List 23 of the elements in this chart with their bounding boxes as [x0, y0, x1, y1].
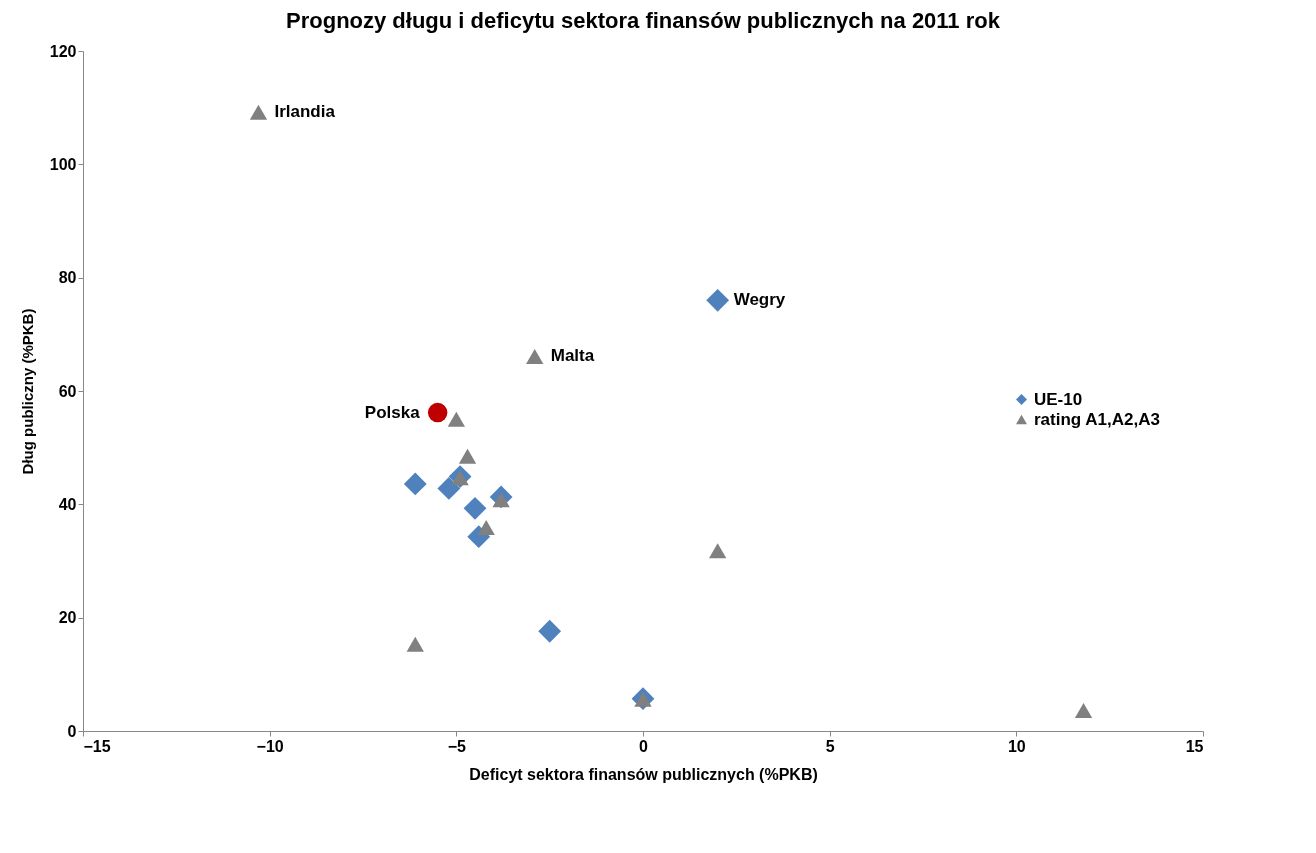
x-tick-label: 15: [1185, 737, 1204, 755]
x-tick-label: −15: [83, 737, 111, 755]
y-tick-label: 0: [67, 722, 77, 740]
y-tick-label: 40: [58, 495, 77, 513]
chart-title: Prognozy długu i deficytu sektora finansów publicznych na 2011 rok: [286, 8, 1001, 33]
y-tick-label: 20: [58, 609, 77, 627]
y-tick-label: 60: [58, 382, 77, 400]
x-axis-title: Deficyt sektora finansów publicznych (%PKB): [469, 765, 818, 783]
x-tick-label: 10: [1007, 737, 1026, 755]
annotation: Irlandia: [274, 102, 336, 122]
annotation: Malta: [550, 346, 595, 366]
x-tick-label: −5: [447, 737, 467, 755]
x-tick-label: 0: [639, 737, 649, 755]
annotation: Wegry: [733, 290, 786, 310]
y-axis-title: Dług publiczny (%PKB): [18, 308, 36, 475]
y-tick-label: 100: [49, 155, 77, 173]
annotation: Polska: [364, 402, 421, 422]
y-tick-label: 120: [49, 42, 77, 60]
y-tick-label: 80: [58, 269, 77, 287]
legend-label: UE-10: [1034, 389, 1083, 409]
x-tick-label: 5: [825, 737, 835, 755]
legend-label: rating A1,A2,A3: [1034, 409, 1160, 429]
x-tick-label: −10: [256, 737, 284, 755]
